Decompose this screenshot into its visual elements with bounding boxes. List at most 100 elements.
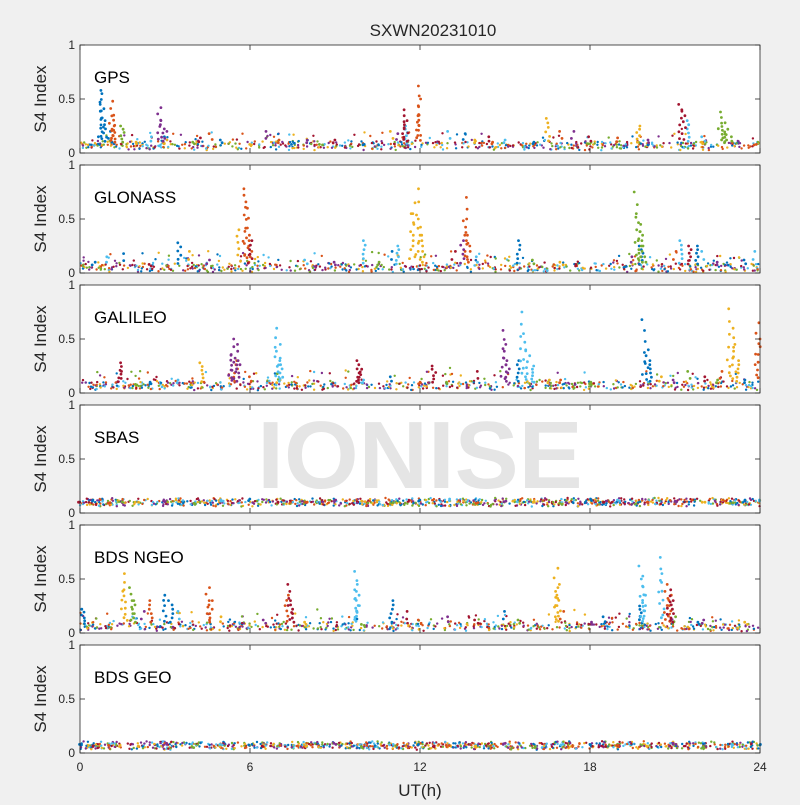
noise-point bbox=[733, 145, 735, 147]
data-point bbox=[162, 140, 165, 143]
noise-point bbox=[90, 266, 92, 268]
noise-point bbox=[550, 385, 552, 387]
noise-point bbox=[290, 269, 292, 271]
noise-point bbox=[713, 260, 715, 262]
data-point bbox=[464, 132, 467, 135]
noise-point bbox=[613, 259, 615, 261]
noise-point bbox=[555, 384, 557, 386]
noise-point bbox=[87, 261, 89, 263]
data-point bbox=[746, 623, 749, 626]
noise-point bbox=[712, 629, 714, 631]
noise-point bbox=[755, 263, 757, 265]
data-point bbox=[132, 617, 135, 620]
noise-point bbox=[268, 380, 270, 382]
data-point bbox=[354, 607, 357, 610]
data-point bbox=[279, 377, 282, 380]
noise-point bbox=[219, 381, 221, 383]
noise-point bbox=[618, 626, 620, 628]
noise-point bbox=[618, 266, 620, 268]
data-point bbox=[162, 132, 165, 135]
noise-point bbox=[82, 379, 84, 381]
noise-point bbox=[171, 143, 173, 145]
noise-point bbox=[212, 267, 214, 269]
noise-point bbox=[371, 251, 373, 253]
data-point bbox=[638, 263, 641, 266]
noise-point bbox=[495, 624, 497, 626]
data-point bbox=[287, 615, 290, 618]
noise-point bbox=[685, 380, 687, 382]
noise-point bbox=[270, 626, 272, 628]
data-point bbox=[107, 502, 110, 505]
noise-point bbox=[432, 142, 434, 144]
noise-point bbox=[707, 262, 709, 264]
data-point bbox=[219, 139, 222, 142]
noise-point bbox=[91, 625, 93, 627]
data-point bbox=[589, 381, 592, 384]
noise-point bbox=[655, 500, 657, 502]
noise-point bbox=[166, 136, 168, 138]
data-point bbox=[589, 498, 592, 501]
noise-point bbox=[731, 267, 733, 269]
noise-point bbox=[757, 268, 759, 270]
noise-point bbox=[587, 503, 589, 505]
data-point bbox=[265, 130, 268, 133]
noise-point bbox=[166, 500, 168, 502]
noise-point bbox=[146, 268, 148, 270]
data-point bbox=[219, 620, 222, 623]
noise-point bbox=[312, 627, 314, 629]
data-point bbox=[701, 501, 704, 504]
noise-point bbox=[362, 270, 364, 272]
noise-point bbox=[593, 382, 595, 384]
noise-point bbox=[690, 624, 692, 626]
noise-point bbox=[104, 268, 106, 270]
data-point bbox=[674, 615, 677, 618]
noise-point bbox=[152, 747, 154, 749]
noise-point bbox=[169, 140, 171, 142]
noise-point bbox=[247, 627, 249, 629]
noise-point bbox=[273, 746, 275, 748]
data-point bbox=[465, 239, 468, 242]
noise-point bbox=[371, 626, 373, 628]
noise-point bbox=[134, 375, 136, 377]
data-point bbox=[205, 262, 208, 265]
noise-point bbox=[662, 385, 664, 387]
noise-point bbox=[563, 383, 565, 385]
noise-point bbox=[116, 388, 118, 390]
noise-point bbox=[436, 622, 438, 624]
noise-point bbox=[237, 268, 239, 270]
data-point bbox=[672, 612, 675, 615]
data-point bbox=[149, 381, 152, 384]
noise-point bbox=[583, 381, 585, 383]
noise-point bbox=[129, 387, 131, 389]
data-point bbox=[556, 604, 559, 607]
data-point bbox=[140, 618, 143, 621]
noise-point bbox=[432, 262, 434, 264]
noise-point bbox=[460, 747, 462, 749]
noise-point bbox=[696, 624, 698, 626]
noise-point bbox=[201, 141, 203, 143]
noise-point bbox=[286, 748, 288, 750]
noise-point bbox=[107, 500, 109, 502]
data-point bbox=[702, 258, 705, 261]
data-point bbox=[80, 608, 83, 611]
data-point bbox=[587, 135, 590, 138]
data-point bbox=[83, 611, 86, 614]
data-point bbox=[554, 590, 557, 593]
noise-point bbox=[87, 386, 89, 388]
noise-point bbox=[736, 269, 738, 271]
noise-point bbox=[591, 502, 593, 504]
data-point bbox=[264, 622, 267, 625]
noise-point bbox=[577, 745, 579, 747]
data-point bbox=[417, 227, 420, 230]
noise-point bbox=[688, 503, 690, 505]
noise-point bbox=[220, 144, 222, 146]
noise-point bbox=[251, 502, 253, 504]
noise-point bbox=[750, 263, 752, 265]
noise-point bbox=[728, 142, 730, 144]
noise-point bbox=[484, 382, 486, 384]
noise-point bbox=[708, 147, 710, 149]
noise-point bbox=[83, 141, 85, 143]
data-point bbox=[524, 348, 527, 351]
noise-point bbox=[676, 382, 678, 384]
data-point bbox=[205, 593, 208, 596]
